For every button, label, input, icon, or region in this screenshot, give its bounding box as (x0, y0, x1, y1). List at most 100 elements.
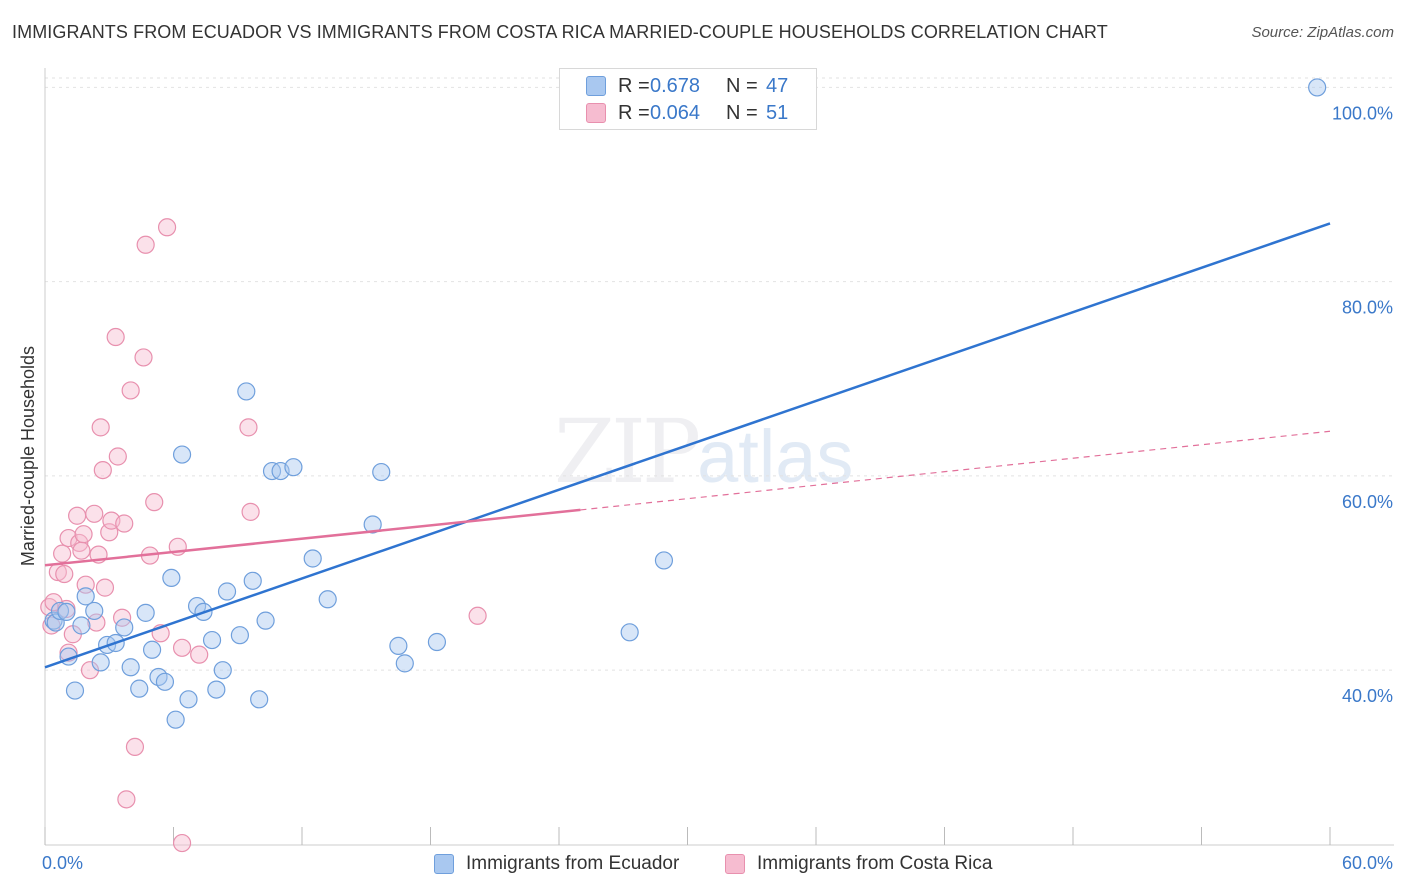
costa-rica-point (95, 578, 115, 597)
y-tick-labels: 40.0% 60.0% 80.0% 100.0% (1332, 103, 1393, 706)
ecuador-point (654, 551, 674, 570)
ecuador-point (243, 571, 262, 590)
x-tick-label: 60.0% (1342, 853, 1393, 873)
costa-rica-point (125, 737, 145, 757)
ecuador-point (91, 653, 110, 672)
costa-rica-point (91, 418, 110, 437)
costa-rica-point (468, 606, 487, 625)
ecuador-point (142, 640, 162, 659)
costa-rica-point (100, 523, 119, 542)
costa-rica-point (172, 638, 192, 657)
bottom-legend-label-costa-rica: Immigrants from Costa Rica (757, 853, 993, 874)
ecuador-point (46, 613, 65, 632)
legend-swatch-costa-rica (586, 103, 606, 123)
watermark-atlas: atlas (697, 415, 854, 498)
y-tick-label: 80.0% (1342, 298, 1393, 318)
costa-rica-point (53, 544, 72, 563)
costa-rica-point (190, 645, 209, 664)
ecuador-point (50, 601, 70, 621)
bottom-legend-swatch-ecuador (434, 854, 454, 874)
bottom-legend-label-ecuador: Immigrants from Ecuador (466, 853, 680, 874)
ecuador-point (57, 602, 76, 622)
costa-rica-point (108, 447, 127, 466)
ecuador-point (130, 679, 149, 698)
ecuador-point (217, 582, 237, 601)
ecuador-point (85, 601, 104, 621)
costa-rica-point (106, 327, 125, 347)
ecuador-point (136, 603, 155, 622)
bottom-legend-swatch-costa-rica (725, 854, 745, 874)
ecuador-point (427, 632, 447, 652)
costa-rica-point (74, 525, 93, 544)
ecuador-point (250, 690, 269, 709)
ecuador-point (372, 462, 391, 482)
trend-lines (44, 222, 1331, 669)
ecuador-point (237, 382, 256, 401)
costa-rica-point (87, 613, 106, 632)
ecuador-point (389, 636, 408, 655)
ecuador-point (620, 623, 639, 642)
y-tick-label: 60.0% (1342, 492, 1393, 512)
ecuador-point (76, 587, 95, 606)
source-label: Source: ZipAtlas.com (1251, 24, 1394, 41)
ecuador-point (179, 690, 198, 709)
y-tick-label: 100.0% (1332, 103, 1393, 123)
axes (44, 68, 1394, 846)
legend-row-costa-rica: R = 0.064 N = 51 (586, 100, 788, 126)
ecuador-point (202, 630, 222, 650)
ecuador-point (172, 445, 192, 464)
legend-n-label: N = (726, 74, 758, 97)
ecuador-point (318, 590, 337, 609)
ecuador-points (44, 78, 1327, 729)
costa-rica-point (172, 833, 192, 853)
correlation-legend: R = 0.678 N = 47 R = 0.064 N = 51 (559, 68, 817, 130)
ecuador-point (230, 626, 249, 645)
chart-title: IMMIGRANTS FROM ECUADOR VS IMMIGRANTS FR… (12, 22, 1108, 42)
costa-rica-point (85, 504, 104, 523)
legend-r-label: R = (618, 101, 650, 124)
watermark: ZIPatlas (554, 400, 853, 503)
x-tick-label: 0.0% (42, 853, 83, 873)
legend-row-ecuador: R = 0.678 N = 47 (586, 73, 788, 99)
ecuador-point (1308, 78, 1327, 97)
ecuador-point (166, 710, 185, 729)
ecuador-point (284, 458, 303, 477)
costa-rica-point (241, 502, 260, 521)
legend-swatch-ecuador (586, 76, 606, 96)
costa-rica-point (134, 348, 153, 367)
legend-r-value: 0.064 (650, 101, 701, 124)
ecuador-point (72, 616, 91, 635)
costa-rica-trend-line (44, 508, 581, 567)
ecuador-point (395, 654, 414, 673)
ecuador-point (115, 618, 134, 637)
legend-n-label: N = (726, 101, 758, 124)
watermark-zip: ZIP (554, 400, 701, 503)
costa-rica-point (121, 381, 140, 400)
legend-n-value: 47 (766, 74, 789, 97)
costa-rica-trend-line-extended (580, 430, 1331, 511)
ecuador-point (162, 568, 181, 588)
costa-rica-point (59, 528, 78, 548)
ecuador-point (363, 515, 382, 534)
bottom-legend-ecuador: Immigrants from Ecuador (434, 851, 679, 877)
costa-rica-point (93, 460, 112, 480)
costa-rica-point (239, 418, 258, 437)
x-tick-labels: 0.0% 60.0% (42, 853, 1393, 873)
costa-rica-point (72, 541, 91, 560)
legend-r-value: 0.678 (650, 74, 701, 97)
costa-rica-point (145, 493, 164, 512)
ecuador-point (256, 611, 275, 630)
ecuador-point (155, 672, 175, 691)
costa-rica-point (55, 564, 74, 584)
ecuador-point (213, 661, 232, 680)
y-tick-label: 40.0% (1342, 686, 1393, 706)
ecuador-point (303, 549, 322, 568)
bottom-legend-costa-rica: Immigrants from Costa Rica (725, 851, 992, 877)
costa-rica-point (117, 790, 136, 809)
legend-r-label: R = (618, 74, 650, 97)
costa-rica-points (40, 218, 487, 853)
ecuador-point (65, 681, 85, 700)
y-axis-title: Married-couple Households (18, 346, 38, 566)
costa-rica-point (157, 218, 177, 237)
